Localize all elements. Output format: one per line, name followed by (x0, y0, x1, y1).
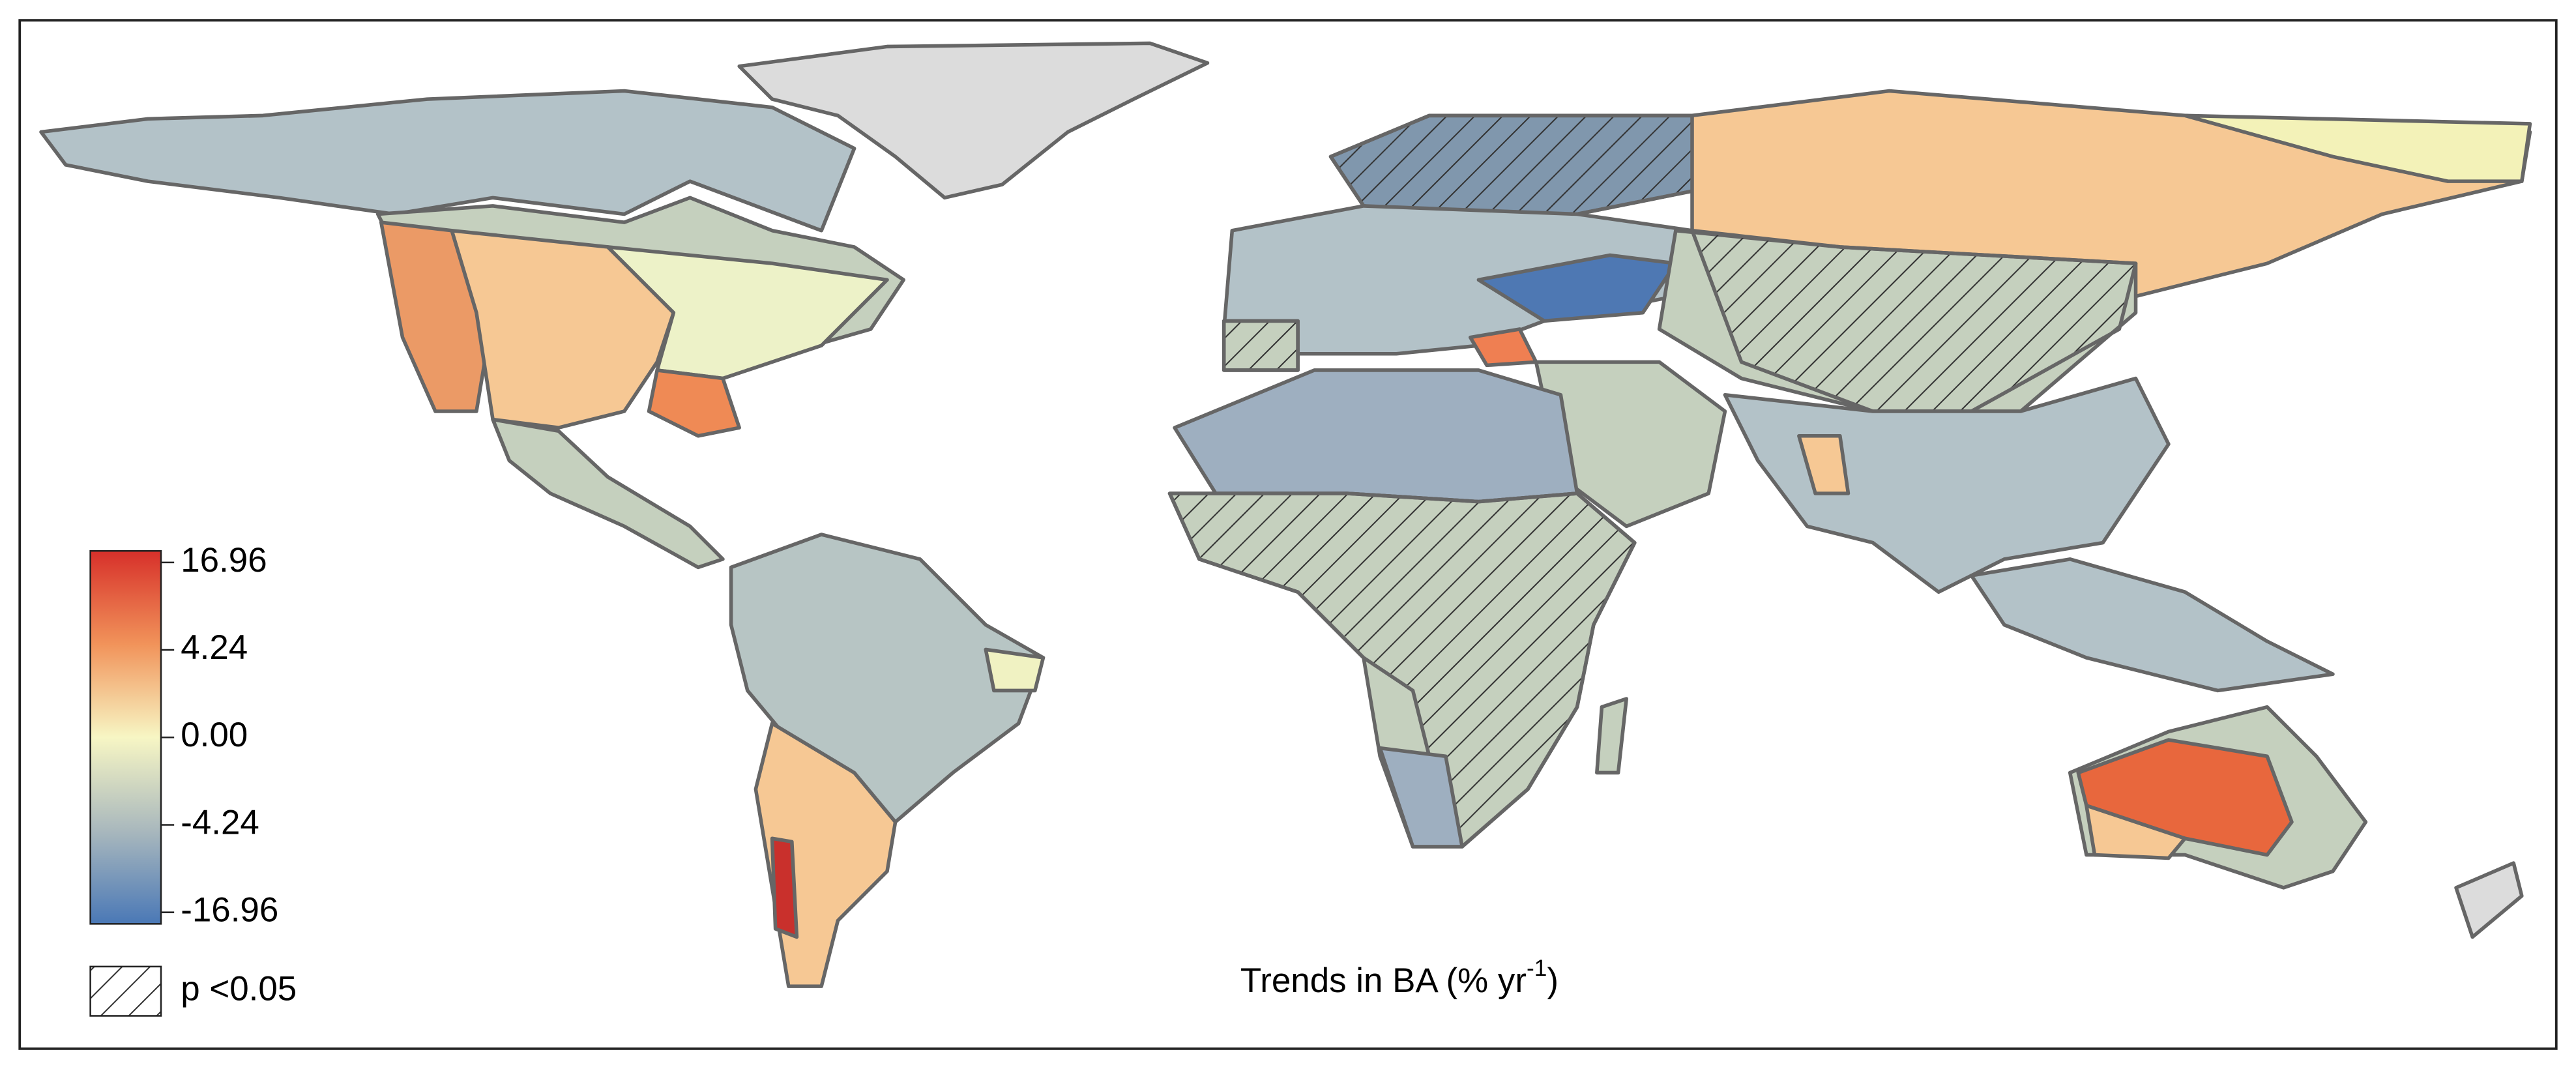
caspian-region (1476, 253, 1678, 323)
color-bar-label: 16.96 (181, 541, 267, 579)
brazil-east (984, 647, 1046, 693)
india-dry (1797, 434, 1851, 495)
color-bar-label: -16.96 (181, 891, 278, 930)
central-asia-hatch (1690, 228, 2138, 413)
title-superscript: -1 (1527, 956, 1547, 981)
far-east (2183, 113, 2532, 183)
maritime-asia (1969, 557, 2335, 693)
new-zealand (2454, 861, 2524, 939)
us-southeast (647, 368, 741, 438)
central-america (491, 417, 725, 570)
color-bar-label: -4.24 (181, 803, 259, 842)
land (39, 41, 2532, 988)
title-close: ) (1547, 961, 1559, 1000)
color-bar-label: 4.24 (181, 628, 248, 667)
australia-southwest (2085, 804, 2187, 860)
chile (770, 836, 799, 939)
sub-saharan-hatch (1167, 491, 1637, 849)
title-text: Trends in BA (% yr (1240, 961, 1527, 1000)
canada-north (39, 89, 856, 233)
significance-label: p <0.05 (181, 970, 297, 1008)
us-east (606, 245, 889, 381)
southern-africa (1378, 746, 1464, 849)
south-asia (1723, 376, 2171, 594)
madagascar (1595, 697, 1628, 775)
color-bar-label: 0.00 (181, 716, 248, 754)
iberia-hatch (1222, 319, 1300, 372)
legend-title: Trends in BA (% yr-1) (1240, 956, 1559, 1000)
hatch-swatch (89, 965, 162, 1017)
color-bar (89, 549, 162, 925)
greenland (737, 41, 1210, 200)
